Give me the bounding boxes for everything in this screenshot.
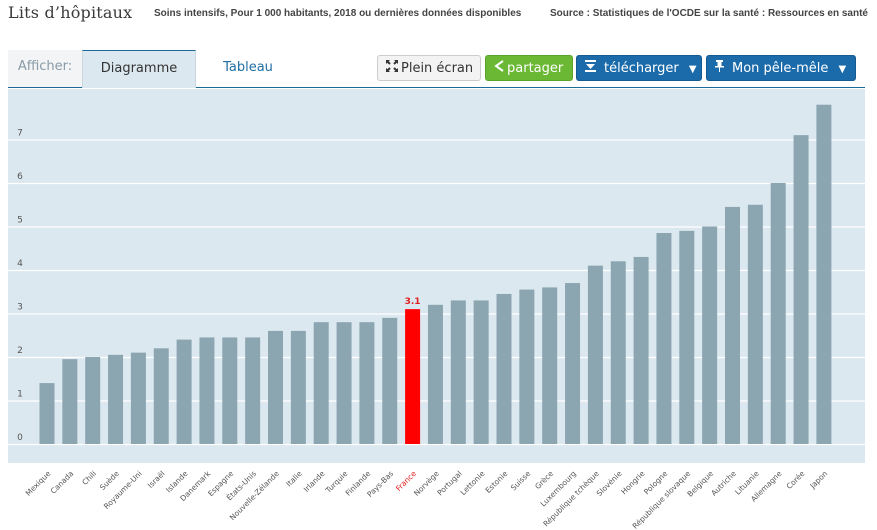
- y-tick-label: 2: [17, 346, 23, 356]
- source-text: Source : Statistiques de l'OCDE sur la s…: [549, 8, 868, 19]
- bar--tats-unis: [245, 337, 261, 444]
- y-tick-label: 3: [17, 303, 23, 313]
- chevron-down-icon: ▼: [688, 64, 697, 75]
- bar-cor-e: [793, 135, 809, 444]
- x-tick-label: Israël: [146, 469, 167, 490]
- x-tick-label: Corée: [785, 469, 807, 491]
- header: Lits d’hôpitaux Soins intensifs, Pour 1 …: [8, 0, 868, 30]
- bar-r-publique-slovaque: [679, 230, 695, 444]
- fullscreen-button[interactable]: Plein écran: [377, 55, 481, 81]
- x-tick-label: Portugal: [435, 469, 463, 497]
- fullscreen-icon: [386, 56, 398, 82]
- x-tick-label: Canada: [49, 469, 76, 496]
- y-tick-label: 4: [17, 259, 23, 269]
- bar-lituanie: [747, 204, 763, 444]
- bar-belgique: [702, 226, 718, 444]
- bar-japon: [816, 104, 832, 444]
- bar-canada: [62, 359, 78, 444]
- x-tick-label: Mexique: [24, 469, 53, 498]
- bar-norv-ge: [427, 304, 443, 444]
- x-tick-label: Lettonie: [459, 469, 487, 497]
- share-icon: [494, 56, 504, 82]
- bar-gr-ce: [542, 287, 558, 444]
- y-tick-label: 5: [17, 216, 23, 226]
- bar-pologne: [656, 233, 672, 444]
- toolbar: Afficher: Diagramme Tableau Plein écran …: [8, 50, 865, 88]
- bar-luxembourg: [565, 283, 581, 444]
- y-tick-label: 6: [17, 172, 23, 182]
- x-tick-label: Slovénie: [595, 469, 624, 498]
- download-button[interactable]: télécharger ▼: [576, 55, 702, 81]
- x-tick-label: Suisse: [509, 469, 533, 493]
- download-icon: [585, 56, 596, 82]
- bar-su-de: [108, 354, 124, 444]
- x-tick-label: Chili: [80, 469, 98, 487]
- pele-mele-button[interactable]: Mon pêle-mêle ▼: [706, 55, 856, 81]
- fullscreen-label: Plein écran: [401, 61, 474, 76]
- pin-icon: [715, 56, 724, 82]
- bar-france: [405, 309, 421, 444]
- y-tick-label: 7: [17, 129, 23, 139]
- chart-subtitle: Soins intensifs, Pour 1 000 habitants, 2…: [154, 8, 522, 19]
- bar-portugal: [450, 300, 466, 444]
- bar-allemagne: [770, 183, 786, 444]
- pele-mele-label: Mon pêle-mêle: [732, 61, 829, 76]
- bar-italie: [290, 330, 306, 444]
- bar-royaume-uni: [130, 352, 146, 444]
- bar-pays-bas: [382, 317, 398, 444]
- bar-autriche: [725, 206, 740, 444]
- bar-lettonie: [473, 300, 489, 444]
- bar-finlande: [359, 322, 375, 444]
- bar-isra-l: [153, 348, 169, 444]
- data-label-france: 3.1: [405, 297, 421, 307]
- bar-estonie: [496, 293, 512, 444]
- afficher-label: Afficher:: [8, 50, 82, 87]
- bar-hongrie: [633, 256, 649, 444]
- bar-turquie: [336, 322, 352, 444]
- share-button[interactable]: partager: [485, 55, 573, 81]
- tab-tableau[interactable]: Tableau: [223, 60, 273, 75]
- bar-nouvelle-z-lande: [268, 330, 283, 444]
- bar-chili: [85, 357, 101, 444]
- x-tick-label: Irlande: [302, 469, 327, 494]
- bar-danemark: [199, 337, 215, 444]
- bar-mexique: [39, 383, 55, 444]
- share-label: partager: [507, 61, 564, 76]
- bar-suisse: [519, 289, 535, 444]
- toolbar-divider: [8, 87, 865, 88]
- download-label: télécharger: [604, 61, 679, 76]
- x-tick-label: Hongrie: [619, 469, 647, 497]
- x-tick-label: Estonie: [484, 469, 510, 495]
- bar-irlande: [313, 322, 329, 444]
- y-tick-label: 1: [17, 390, 23, 400]
- tab-diagramme[interactable]: Diagramme: [82, 50, 196, 88]
- x-tick-label: Autriche: [709, 469, 738, 498]
- x-tick-label: Japon: [807, 469, 829, 491]
- x-tick-label: Italie: [284, 469, 304, 489]
- page-title: Lits d’hôpitaux: [8, 3, 133, 22]
- bar-r-publique-tch-que: [587, 265, 603, 444]
- chevron-down-icon: ▼: [838, 64, 847, 75]
- y-tick-label: 0: [17, 433, 23, 443]
- bar-espagne: [222, 337, 238, 444]
- bar-islande: [176, 339, 192, 444]
- bar-slov-nie: [610, 261, 626, 444]
